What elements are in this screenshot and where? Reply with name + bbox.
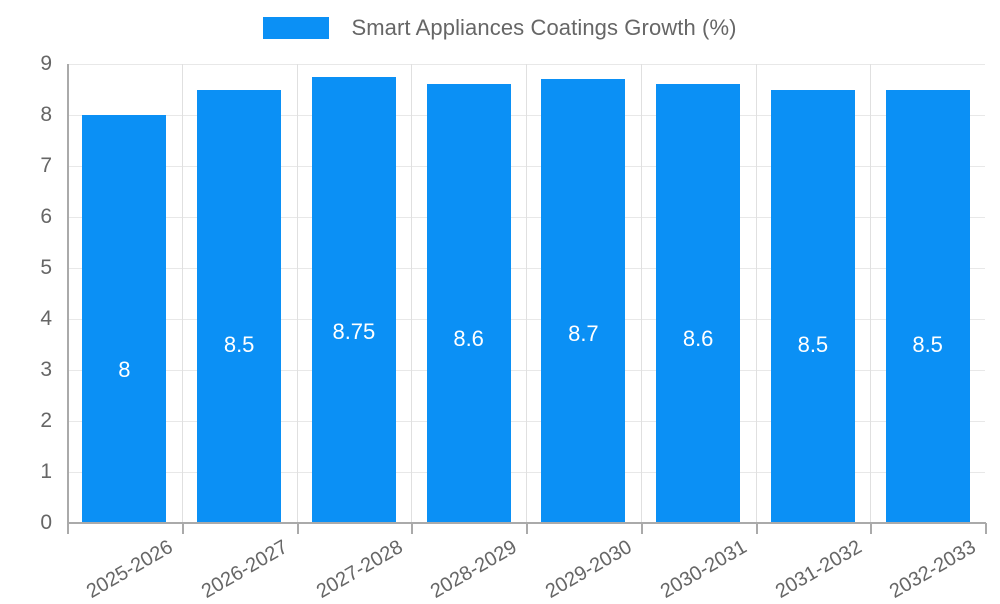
gridline-vertical — [297, 64, 298, 523]
y-axis-tick-text: 8 — [40, 103, 52, 126]
x-axis-tick-label: 2027-2028 — [312, 536, 407, 603]
x-axis-tick-label: 2032-2033 — [886, 536, 980, 603]
bar[interactable]: 8.6 — [656, 84, 741, 523]
y-axis-tick-text: 5 — [40, 256, 52, 279]
y-axis-tick-text: 3 — [40, 358, 52, 381]
x-axis-tick-mark — [67, 523, 69, 534]
y-axis-tick-text: 0 — [40, 511, 52, 534]
x-axis-tick-mark — [296, 523, 299, 534]
y-axis-tick-text: 2 — [40, 409, 52, 432]
gridline-vertical — [411, 64, 412, 523]
x-axis-tick-mark — [640, 523, 643, 534]
bar[interactable]: 8.7 — [541, 79, 626, 523]
x-axis-tick-label: 2026-2027 — [197, 536, 292, 603]
x-axis-tick-mark — [411, 523, 414, 534]
bar-value-label: 8.6 — [682, 326, 714, 352]
gridline-vertical — [526, 64, 527, 523]
gridline-vertical — [182, 64, 183, 523]
legend-label: Smart Appliances Coatings Growth (%) — [351, 15, 737, 40]
x-axis-tick-label: 2030-2031 — [656, 536, 751, 603]
bar[interactable]: 8.5 — [197, 89, 282, 523]
bar[interactable]: 8.6 — [426, 84, 511, 523]
x-axis-tick-label: 2029-2030 — [541, 536, 636, 603]
x-axis-tick-mark — [870, 523, 873, 534]
chart-legend: Smart Appliances Coatings Growth (%) — [0, 0, 1000, 56]
bar[interactable]: 8.5 — [885, 89, 970, 523]
x-axis-tick-label: 2031-2032 — [771, 536, 866, 603]
x-axis-tick-mark — [985, 523, 987, 534]
y-axis-tick-text: 1 — [40, 460, 52, 483]
legend-color-swatch — [263, 17, 330, 39]
bar-value-label: 8.6 — [453, 326, 484, 352]
plot-area: 8 8.5 8.75 8.6 8.7 8.6 8.5 8.5 — [67, 64, 985, 524]
y-axis-tick-text: 4 — [40, 307, 52, 330]
gridline-vertical — [870, 64, 871, 523]
bar-value-label: 8.75 — [332, 318, 376, 344]
x-axis-tick-mark — [181, 523, 184, 534]
y-axis-tick-text: 9 — [40, 52, 52, 75]
y-axis-tick-text: 7 — [40, 154, 52, 177]
y-axis-tick-text: 6 — [40, 205, 52, 228]
bar-value-label: 8.5 — [912, 331, 943, 357]
x-axis-tick-mark — [526, 523, 528, 534]
bar-value-label: 8 — [118, 357, 131, 382]
bar-value-label: 8.5 — [797, 331, 829, 357]
bar[interactable]: 8.75 — [311, 76, 396, 523]
bar[interactable]: 8.5 — [770, 89, 855, 523]
x-axis-tick-mark — [755, 523, 758, 534]
gridline-vertical — [641, 64, 642, 523]
bar-value-label: 8.7 — [568, 321, 599, 347]
x-axis-tick-label: 2028-2029 — [427, 536, 521, 603]
bar-value-label: 8.5 — [223, 331, 255, 357]
gridline-vertical — [756, 64, 757, 523]
y-axis-line — [67, 64, 69, 524]
legend-item[interactable]: Smart Appliances Coatings Growth (%) — [263, 15, 736, 41]
x-axis-tick-label: 2025-2026 — [82, 536, 177, 603]
bar[interactable]: 8 — [82, 115, 167, 523]
